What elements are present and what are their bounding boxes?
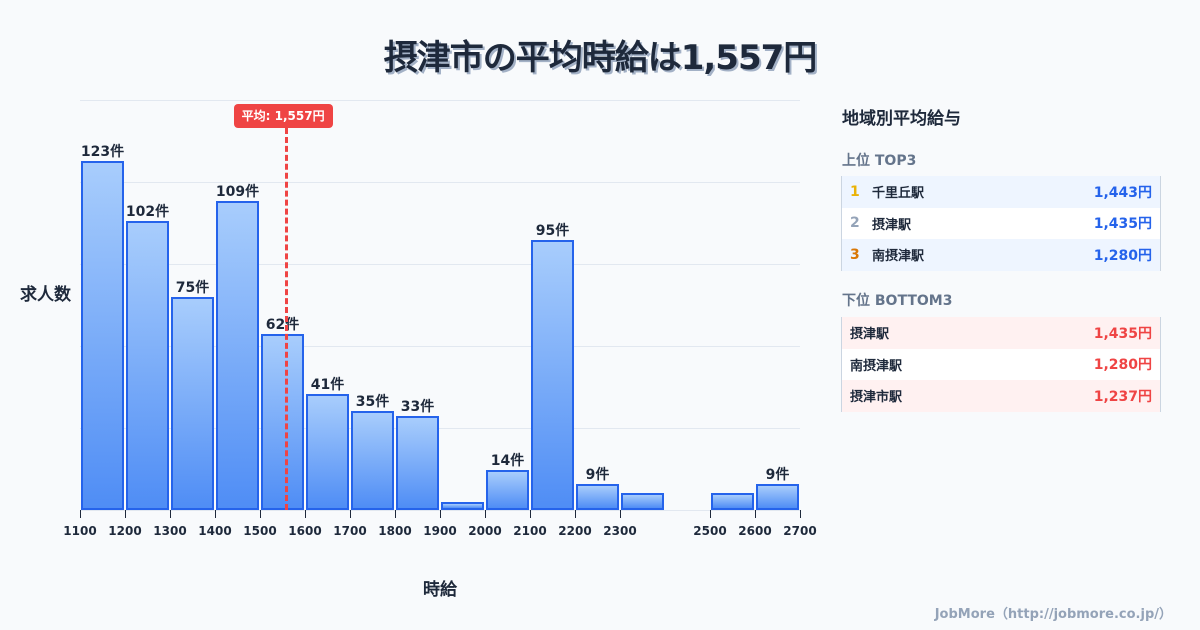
x-tick (215, 510, 216, 518)
rank: 3 (850, 246, 860, 263)
x-tick-label: 1400 (198, 524, 232, 538)
x-tick-label: 2200 (558, 524, 592, 538)
gridline (80, 182, 800, 183)
station-name: 摂津駅 (850, 327, 890, 343)
bar-value-label: 33件 (400, 399, 435, 416)
bar-value-label: 123件 (80, 144, 125, 160)
x-tick-label: 1500 (243, 524, 277, 538)
histogram-bar (261, 334, 304, 510)
x-tick (260, 510, 261, 518)
station-name: 千里丘駅 (872, 186, 925, 202)
x-tick (125, 510, 126, 518)
x-tick (755, 510, 756, 518)
histogram-bar (621, 492, 664, 510)
histogram-bar (756, 484, 799, 510)
x-tick-label: 2700 (783, 524, 817, 538)
bar-value-label: 62件 (265, 317, 300, 334)
histogram-bar (216, 200, 259, 510)
x-tick-label: 2100 (513, 524, 547, 538)
x-tick-label: 2600 (738, 524, 772, 538)
rank: 2 (850, 215, 860, 232)
rank: 1 (850, 183, 860, 200)
x-tick (305, 510, 306, 518)
x-tick (620, 510, 621, 518)
x-tick-label: 1300 (153, 524, 187, 538)
footer-credit: JobMore（http://jobmore.co.jp/） (934, 607, 1172, 622)
x-tick (575, 510, 576, 518)
wage-value: 1,435円 (1093, 216, 1152, 233)
bottom3-heading: 下位 BOTTOM3 (842, 293, 953, 309)
x-tick (485, 510, 486, 518)
station-name: 南摂津駅 (850, 358, 903, 374)
table-row: 南摂津駅 1,280円 (842, 348, 1160, 380)
table-row: 摂津市駅 1,237円 (842, 380, 1160, 412)
histogram-bar (441, 501, 484, 510)
histogram-bar (171, 297, 214, 510)
histogram-bar (576, 484, 619, 510)
x-tick-label: 1900 (423, 524, 457, 538)
histogram-bar (486, 470, 529, 510)
x-tick-label: 2500 (693, 524, 727, 538)
bar-value-label: 9件 (585, 467, 610, 484)
histogram-bar (306, 393, 349, 510)
x-tick (395, 510, 396, 518)
histogram-bar (126, 220, 169, 510)
average-badge: 平均: 1,557円 (233, 104, 333, 128)
histogram-bar (531, 240, 574, 510)
bar-value-label: 35件 (355, 393, 390, 410)
gridline (80, 264, 800, 265)
x-tick-label: 1800 (378, 524, 412, 538)
x-tick (530, 510, 531, 518)
gridline (80, 428, 800, 429)
station-name: 摂津市駅 (850, 390, 903, 406)
histogram-bar (351, 410, 394, 510)
x-tick (440, 510, 441, 518)
table-row: 摂津駅 1,435円 (842, 317, 1160, 349)
top3-table: 1 千里丘駅 1,443円 2 摂津駅 1,435円 3 南摂津駅 1,280円 (841, 176, 1161, 271)
x-tick-label: 1700 (333, 524, 367, 538)
table-row: 2 摂津駅 1,435円 (842, 207, 1160, 239)
x-tick (80, 510, 81, 518)
x-tick-label: 1100 (63, 524, 97, 538)
histogram-bar (711, 492, 754, 510)
histogram-bar (396, 416, 439, 510)
x-tick-label: 2300 (603, 524, 637, 538)
bar-value-label: 41件 (310, 376, 345, 393)
x-tick (170, 510, 171, 518)
x-tick (800, 510, 801, 518)
station-name: 南摂津駅 (872, 249, 925, 265)
y-axis-label: 求人数 (20, 285, 71, 305)
average-line (284, 128, 288, 510)
table-row: 1 千里丘駅 1,443円 (842, 176, 1160, 208)
wage-value: 1,237円 (1093, 388, 1152, 405)
x-tick-label: 1200 (108, 524, 142, 538)
top3-heading: 上位 TOP3 (842, 153, 917, 169)
bar-value-label: 109件 (215, 183, 260, 200)
x-tick-label: 1600 (288, 524, 322, 538)
wage-value: 1,435円 (1093, 325, 1152, 342)
wage-value: 1,280円 (1093, 247, 1152, 264)
wage-value: 1,443円 (1093, 184, 1152, 201)
x-tick-label: 2000 (468, 524, 502, 538)
bar-value-label: 75件 (175, 280, 210, 297)
bar-value-label: 9件 (765, 467, 790, 484)
plot-area (80, 100, 800, 510)
x-tick (350, 510, 351, 518)
table-row: 3 南摂津駅 1,280円 (842, 239, 1160, 271)
gridline (80, 346, 800, 347)
gridline (80, 100, 800, 101)
histogram-bar (81, 161, 124, 510)
bar-value-label: 14件 (490, 453, 525, 470)
station-name: 摂津駅 (872, 217, 912, 233)
wage-value: 1,280円 (1093, 357, 1152, 374)
bottom3-table: 摂津駅 1,435円 南摂津駅 1,280円 摂津市駅 1,237円 (841, 317, 1161, 412)
bar-value-label: 95件 (535, 223, 570, 240)
x-tick (710, 510, 711, 518)
bar-value-label: 102件 (125, 203, 170, 220)
panel-title: 地域別平均給与 (842, 109, 961, 129)
chart-title: 摂津市の平均時給は1,557円 (383, 38, 818, 78)
x-axis-label: 時給 (423, 580, 457, 600)
